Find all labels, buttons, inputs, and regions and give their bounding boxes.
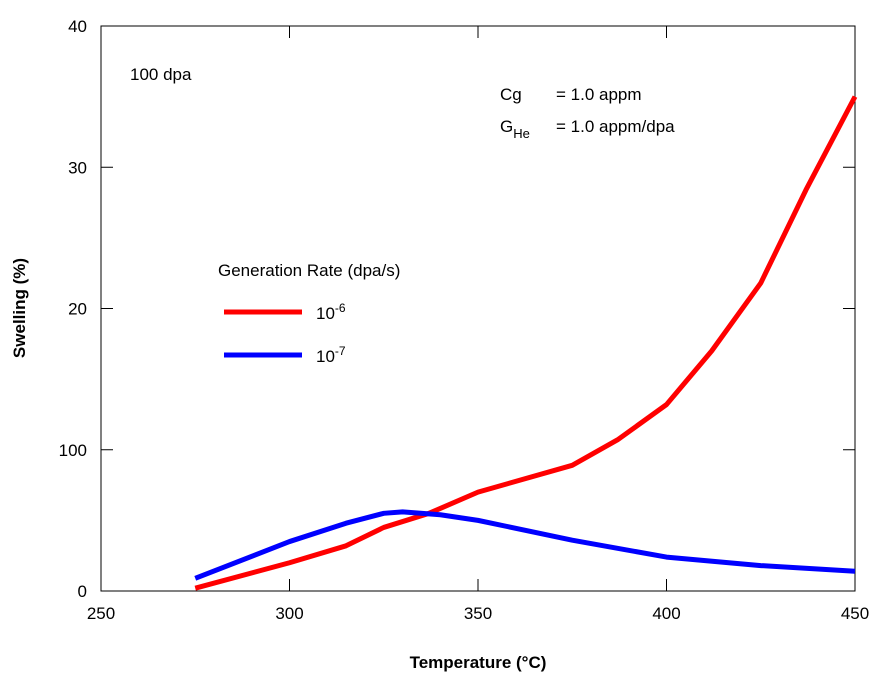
y-tick-label: 30 (68, 158, 87, 177)
line-series (194, 509, 856, 581)
annotation: = 1.0 appm (556, 85, 642, 104)
annotation: G (500, 117, 513, 136)
y-tick-label: 0 (78, 582, 87, 601)
legend-label: -6 (335, 301, 346, 315)
line-series (194, 95, 858, 591)
x-tick-label: 300 (275, 604, 303, 623)
y-tick-label: 40 (68, 17, 87, 36)
annotation: = 1.0 appm/dpa (556, 117, 675, 136)
x-tick-label: 250 (87, 604, 115, 623)
annotation: He (513, 126, 530, 141)
x-axis-label: Temperature (°C) (410, 653, 547, 672)
legend-label: 10-7 (316, 344, 346, 366)
x-tick-label: 450 (841, 604, 869, 623)
legend-label: 10 (316, 347, 335, 366)
y-tick-label: 100 (59, 441, 87, 460)
annotation: GHe (500, 117, 530, 141)
x-tick-label: 350 (464, 604, 492, 623)
legend-title: Generation Rate (dpa/s) (218, 261, 400, 280)
x-tick-label: 400 (652, 604, 680, 623)
y-axis-label: Swelling (%) (10, 258, 29, 358)
y-tick-label: 20 (68, 300, 87, 319)
legend-label: -7 (335, 344, 346, 358)
legend-label: 10 (316, 304, 335, 323)
legend-label: 10-6 (316, 301, 346, 323)
annotation: 100 dpa (130, 65, 192, 84)
annotation: Cg (500, 85, 522, 104)
